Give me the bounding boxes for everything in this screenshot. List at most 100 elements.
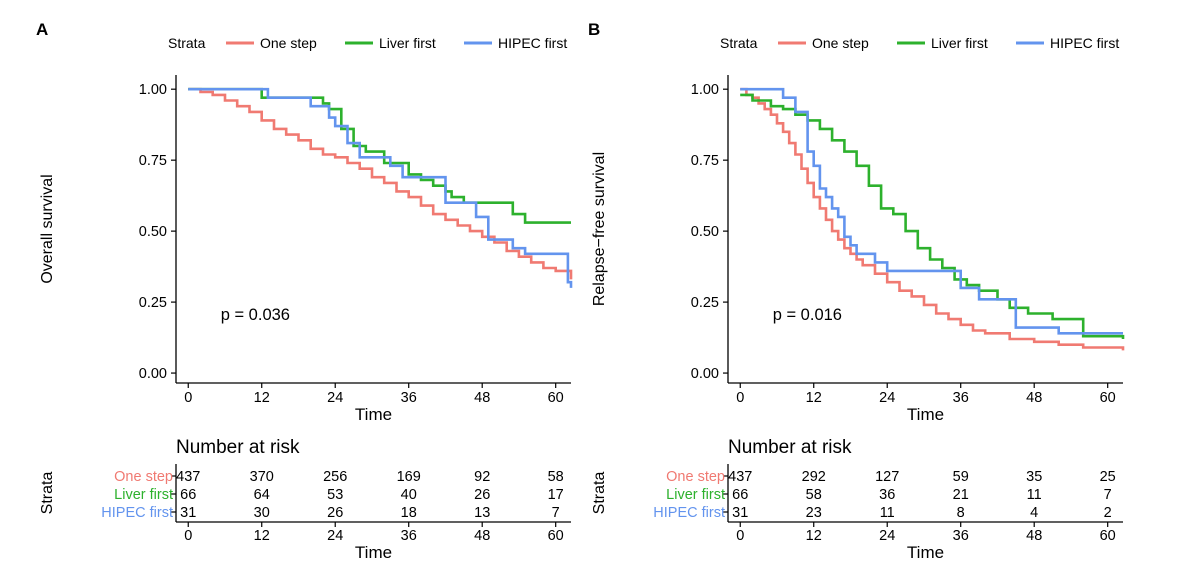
x-axis-title: Time	[355, 405, 392, 424]
panel-a: A Strata One step Liver first HIPEC first 0.0…	[36, 20, 573, 562]
risk-cell: 437	[176, 469, 200, 485]
risk-cell: 7	[1104, 487, 1112, 503]
risk-cell: 35	[1026, 469, 1042, 485]
x-tick-label: 0	[736, 390, 744, 406]
y-tick-label: 0.50	[139, 224, 167, 240]
x-tick-label: 60	[548, 390, 564, 406]
curve-one-step	[188, 87, 573, 280]
y-tick-label: 0.25	[139, 295, 167, 311]
risk-cell: 58	[806, 487, 822, 503]
risk-row-label: HIPEC first	[101, 505, 173, 521]
risk-cell: 40	[401, 487, 417, 503]
x-tick-label: 12	[806, 390, 822, 406]
risk-x-tick-label: 48	[474, 528, 490, 544]
x-tick-label: 48	[1026, 390, 1042, 406]
x-axis-title: Time	[907, 405, 944, 424]
risk-cell: 26	[474, 487, 490, 503]
panel-b: B Strata One step Liver first HIPEC first 0.0…	[588, 20, 1125, 562]
legend-label: HIPEC first	[498, 35, 567, 51]
y-tick-label: 1.00	[691, 82, 719, 98]
x-tick-label: 60	[1100, 390, 1116, 406]
risk-cell: 53	[327, 487, 343, 503]
risk-cell: 31	[732, 505, 748, 521]
risk-cell: 26	[327, 505, 343, 521]
y-tick-label: 0.75	[139, 153, 167, 169]
y-tick-label: 0.00	[691, 366, 719, 382]
risk-cell: 2	[1104, 505, 1112, 521]
x-tick-label: 36	[401, 390, 417, 406]
risk-x-tick-label: 0	[736, 528, 744, 544]
legend-item[interactable]: Liver first	[897, 35, 988, 51]
legend-label: HIPEC first	[1050, 35, 1119, 51]
x-tick-label: 12	[254, 390, 270, 406]
curve-one-step	[740, 87, 1125, 351]
risk-cell: 36	[879, 487, 895, 503]
legend-title: Strata	[168, 35, 206, 51]
legend-title: Strata	[720, 35, 758, 51]
legend-item[interactable]: Liver first	[345, 35, 436, 51]
x-tick-label: 24	[879, 390, 895, 406]
legend-label: Liver first	[931, 35, 988, 51]
risk-cell: 7	[552, 505, 560, 521]
risk-cell: 18	[401, 505, 417, 521]
legend-item[interactable]: One step	[226, 35, 317, 51]
panel-label: A	[36, 20, 48, 39]
x-tick-label: 0	[184, 390, 192, 406]
risk-strata-title: Strata	[39, 472, 56, 515]
p-value-annotation: p = 0.036	[221, 306, 290, 324]
risk-x-tick-label: 24	[327, 528, 343, 544]
panel-label: B	[588, 20, 600, 39]
risk-x-tick-label: 36	[401, 528, 417, 544]
risk-cell: 437	[728, 469, 752, 485]
risk-cell: 4	[1030, 505, 1038, 521]
x-tick-label: 48	[474, 390, 490, 406]
risk-cell: 58	[548, 469, 564, 485]
risk-x-tick-label: 12	[254, 528, 270, 544]
risk-cell: 59	[953, 469, 969, 485]
y-tick-label: 0.50	[691, 224, 719, 240]
risk-table-title: Number at risk	[728, 437, 852, 458]
risk-row-label: Liver first	[666, 487, 725, 503]
risk-cell: 370	[250, 469, 274, 485]
risk-x-tick-label: 0	[184, 528, 192, 544]
risk-x-tick-label: 48	[1026, 528, 1042, 544]
risk-cell: 169	[397, 469, 421, 485]
risk-x-tick-label: 60	[548, 528, 564, 544]
legend-item[interactable]: HIPEC first	[1016, 35, 1119, 51]
legend-label: One step	[812, 35, 869, 51]
legend-item[interactable]: HIPEC first	[464, 35, 567, 51]
curve-liver-first	[188, 87, 571, 224]
risk-cell: 21	[953, 487, 969, 503]
legend: Strata One step Liver first HIPEC first	[720, 35, 1119, 51]
risk-cell: 31	[180, 505, 196, 521]
risk-cell: 292	[802, 469, 826, 485]
risk-cell: 11	[880, 505, 895, 521]
risk-row-label: HIPEC first	[653, 505, 725, 521]
risk-table-title: Number at risk	[176, 437, 300, 458]
legend-item[interactable]: One step	[778, 35, 869, 51]
risk-row-label: One step	[114, 469, 173, 485]
risk-x-axis-title: Time	[907, 543, 944, 562]
x-tick-label: 24	[327, 390, 343, 406]
p-value-annotation: p = 0.016	[773, 306, 842, 324]
risk-cell: 92	[474, 469, 490, 485]
risk-x-tick-label: 36	[953, 528, 969, 544]
curve-hipec-first	[188, 87, 573, 288]
risk-cell: 25	[1100, 469, 1116, 485]
curve-hipec-first	[740, 87, 1123, 335]
y-tick-label: 0.25	[691, 295, 719, 311]
risk-cell: 8	[957, 505, 965, 521]
legend-label: One step	[260, 35, 317, 51]
risk-strata-title: Strata	[591, 472, 608, 515]
y-tick-label: 1.00	[139, 82, 167, 98]
y-axis-title: Overall survival	[39, 174, 56, 283]
y-axis-title: Relapse−free survival	[591, 152, 608, 306]
risk-row-label: Liver first	[114, 487, 173, 503]
risk-row-label: One step	[666, 469, 725, 485]
risk-x-tick-label: 60	[1100, 528, 1116, 544]
risk-cell: 17	[548, 487, 564, 503]
y-tick-label: 0.00	[139, 366, 167, 382]
